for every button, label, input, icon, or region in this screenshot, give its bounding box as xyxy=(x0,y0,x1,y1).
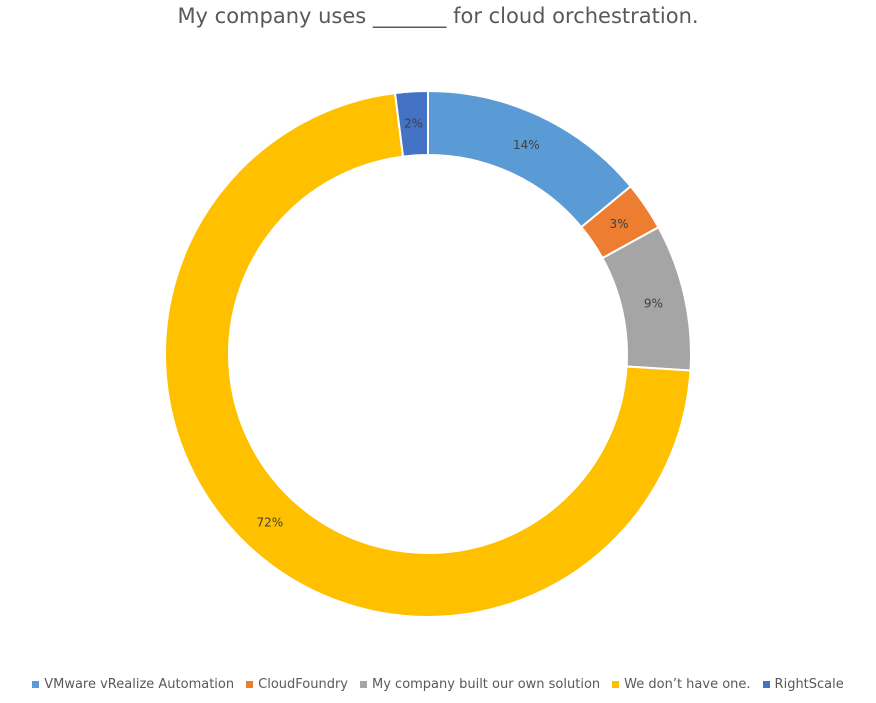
legend-item-vmware-vrealize-automation: VMware vRealize Automation xyxy=(32,677,234,692)
legend-swatch-icon xyxy=(612,681,620,688)
legend-swatch-icon xyxy=(32,681,40,688)
slice-vmware-vrealize-automation xyxy=(427,89,633,229)
legend-item-my-company-built-our-own-solution: My company built our own solution xyxy=(360,677,600,692)
slice-labels: 14% 3% 9% 72% 2% xyxy=(257,116,663,529)
data-label-rightscale: 2% xyxy=(404,116,423,130)
donut-slices xyxy=(164,89,692,618)
legend-item-rightscale: RightScale xyxy=(762,677,844,692)
legend-swatch-icon xyxy=(360,681,367,688)
chart-legend: VMware vRealize Automation CloudFoundry My… xyxy=(0,677,876,692)
data-label-we-don-t-have-one: 72% xyxy=(257,515,284,529)
legend-label: RightScale xyxy=(774,677,844,692)
legend-swatch-icon xyxy=(762,681,770,688)
chart-title: My company uses _______ for cloud orches… xyxy=(177,4,699,28)
slice-we-don-t-have-one xyxy=(164,91,692,618)
data-label-cloudfoundry: 3% xyxy=(610,217,629,231)
legend-item-we-don-t-have-one: We don’t have one. xyxy=(612,677,751,692)
legend-label: VMware vRealize Automation xyxy=(44,677,235,692)
legend-label: CloudFoundry xyxy=(258,677,348,692)
data-label-vmware-vrealize-automation: 14% xyxy=(513,138,540,152)
slice-rightscale xyxy=(393,89,429,158)
legend-item-cloudfoundry: CloudFoundry xyxy=(246,677,348,692)
legend-label: My company built our own solution xyxy=(372,677,601,692)
legend-label: We don’t have one. xyxy=(624,677,751,692)
legend-swatch-icon xyxy=(246,681,254,688)
data-label-my-company-built-our-own-solution: 9% xyxy=(644,297,663,311)
